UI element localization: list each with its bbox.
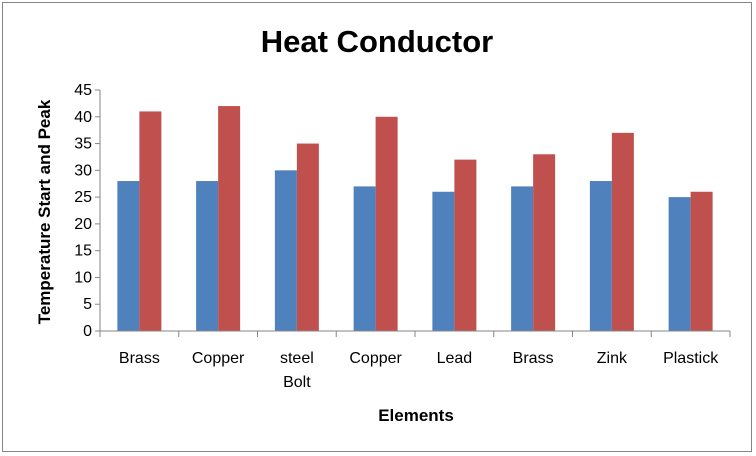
x-category-label: steel Bolt <box>280 350 314 391</box>
bar-series2-2 <box>218 106 241 331</box>
y-tick-label: 35 <box>74 136 92 153</box>
y-tick-label: 10 <box>74 269 92 286</box>
y-tick-label: 15 <box>74 243 92 260</box>
bar-series1-4 <box>353 186 376 331</box>
bar-series2-4 <box>375 116 398 332</box>
y-tick-label: 45 <box>74 82 92 99</box>
bar-series1-1 <box>117 181 140 331</box>
y-tick-label: 0 <box>83 323 92 340</box>
y-axis-title: Temperature Start and Peak <box>35 99 54 324</box>
y-tick-label: 5 <box>83 296 92 313</box>
x-category-label: Copper <box>349 350 402 367</box>
bar-series1-6 <box>511 186 534 331</box>
x-category-label: Brass <box>513 350 554 367</box>
y-tick-label: 30 <box>74 162 92 179</box>
x-category-label: Lead <box>437 350 473 367</box>
y-tick-label: 25 <box>74 189 92 206</box>
bar-series2-8 <box>690 191 713 331</box>
bars-layer <box>117 106 713 332</box>
bar-series2-7 <box>611 132 634 331</box>
bar-series1-5 <box>432 191 455 331</box>
bar-series2-1 <box>139 111 162 331</box>
x-category-label: Plastick <box>663 350 719 367</box>
bar-series1-3 <box>274 170 297 331</box>
chart-title: Heat Conductor <box>261 24 494 59</box>
y-tick-labels: 0 5 10 15 20 25 30 35 40 45 <box>74 82 92 340</box>
bar-series1-7 <box>589 181 612 331</box>
bar-series2-6 <box>533 154 556 331</box>
x-axis-title: Elements <box>378 406 454 425</box>
y-tick-label: 20 <box>74 216 92 233</box>
x-category-label: Brass <box>119 350 160 367</box>
axes-layer <box>95 89 731 337</box>
bar-series2-5 <box>454 159 477 331</box>
x-category-label: Copper <box>192 350 245 367</box>
bar-series1-2 <box>196 181 219 331</box>
x-category-label: Zink <box>597 350 628 367</box>
x-category-labels: Brass Copper steel Bolt Copper Lead Brass Zink P… <box>119 350 719 391</box>
bar-series1-8 <box>668 197 691 331</box>
bar-series2-3 <box>296 143 319 331</box>
y-tick-label: 40 <box>74 109 92 126</box>
